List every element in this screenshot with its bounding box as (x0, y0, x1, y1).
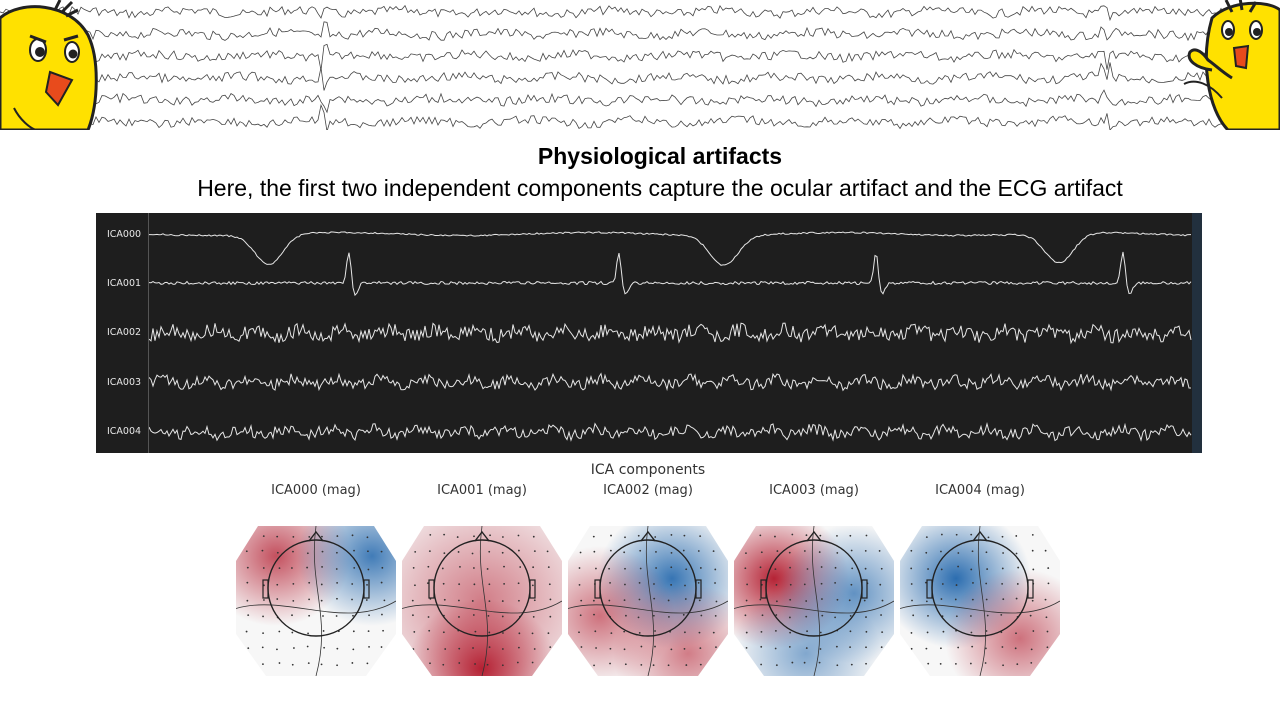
slide-subtitle: Here, the first two independent componen… (197, 175, 1123, 201)
ica-trace-ica001 (149, 251, 1192, 297)
panel-scrollbar[interactable] (1192, 213, 1202, 453)
ica-trace-ica000 (149, 231, 1191, 266)
ear-icon (363, 579, 370, 599)
banner-eeg-trace (0, 62, 1279, 91)
nose-icon (972, 530, 988, 542)
topomap-title-ica000: ICA000 (mag) (271, 483, 361, 498)
nose-icon (640, 530, 656, 542)
channel-label-ica004: ICA004 (107, 426, 142, 437)
ica-traces-panel: ICA000 ICA001 ICA002 ICA003 ICA004 (96, 213, 1202, 453)
topomap-title-ica002: ICA002 (mag) (603, 483, 693, 498)
slide-title: Physiological artifacts (537, 143, 783, 169)
topomap-2 (568, 526, 728, 676)
ica-trace-ica002 (149, 322, 1192, 345)
chick-mascot-icon (0, 0, 98, 130)
topomap-4 (900, 526, 1060, 676)
ear-icon (861, 579, 868, 599)
banner-eeg-trace (0, 21, 1279, 42)
banner-eeg-trace (0, 43, 1279, 71)
nose-icon (806, 530, 822, 542)
channel-label-ica001: ICA001 (107, 278, 142, 289)
ica-trace-ica004 (149, 421, 1192, 442)
ear-icon (1027, 579, 1034, 599)
ear-icon (760, 579, 767, 599)
nose-icon (474, 530, 490, 542)
ear-icon (529, 579, 536, 599)
banner-eeg-trace (0, 4, 1279, 22)
topomap-0 (236, 526, 396, 676)
nose-icon (308, 530, 324, 542)
topomap-title-ica004: ICA004 (mag) (935, 483, 1025, 498)
ear-icon (695, 579, 702, 599)
topomap-figure-title: ICA components (590, 462, 706, 478)
channel-label-ica000: ICA000 (107, 229, 142, 240)
channel-label-ica002: ICA002 (107, 327, 142, 338)
eeg-banner (0, 0, 1280, 130)
ear-icon (926, 579, 933, 599)
banner-eeg-trace (0, 103, 1279, 130)
ica-traces-plot (149, 231, 1192, 442)
chick-mascot-pointing-icon (1183, 0, 1280, 130)
ica-topomaps (236, 526, 1060, 676)
banner-eeg-trace (0, 89, 1279, 114)
channel-label-column: ICA000 ICA001 ICA002 ICA003 ICA004 (96, 213, 149, 453)
topomap-title-ica001: ICA001 (mag) (437, 483, 527, 498)
banner-eeg-lines (0, 4, 1279, 130)
ear-icon (594, 579, 601, 599)
topomap-3 (734, 526, 894, 676)
channel-label-ica003: ICA003 (107, 377, 142, 388)
ear-icon (262, 579, 269, 599)
ica-trace-ica003 (149, 372, 1191, 392)
ear-icon (428, 579, 435, 599)
topomap-title-ica003: ICA003 (mag) (769, 483, 859, 498)
